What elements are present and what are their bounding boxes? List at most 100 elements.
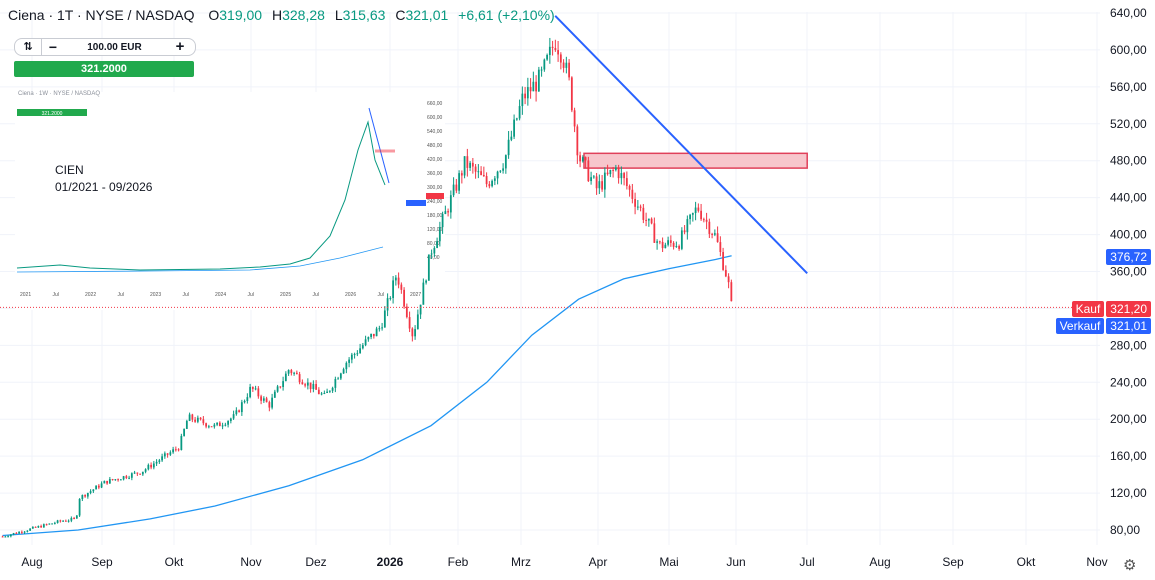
candle-body <box>172 449 174 453</box>
candle-body <box>403 289 405 307</box>
y-tick-label: 120,00 <box>1110 486 1147 500</box>
y-tick-label: 200,00 <box>1110 412 1147 426</box>
inset-y-tick: 120,00 <box>427 227 443 233</box>
inset-verkauf-tag <box>406 200 426 206</box>
candle-body <box>284 373 287 382</box>
candle-body <box>592 176 595 178</box>
candle-body <box>106 480 108 484</box>
candle-body <box>493 178 496 181</box>
candle-body <box>298 374 301 383</box>
y-tick-label: 80,00 <box>1110 523 1140 537</box>
candle-body <box>64 520 67 522</box>
candle-body <box>122 476 125 480</box>
open-value: 319,00 <box>219 7 263 23</box>
candle-body <box>438 227 441 242</box>
inset-x-tick: 2027 <box>410 292 421 298</box>
inset-y-tick: 300,00 <box>427 185 443 191</box>
candle-body <box>405 306 408 318</box>
candle-body <box>568 62 570 78</box>
candle-body <box>408 317 411 329</box>
candle-body <box>683 230 686 233</box>
candle-body <box>535 81 537 92</box>
candle-body <box>370 333 372 338</box>
inset-x-tick: 2024 <box>215 292 226 298</box>
candle-body <box>205 423 207 427</box>
high-label: H <box>271 7 283 23</box>
candle-body <box>642 207 645 220</box>
candle-body <box>166 453 169 455</box>
high-value: 328,28 <box>282 7 325 23</box>
candle-body <box>282 381 284 387</box>
amount-input[interactable]: 100.00 EUR <box>87 41 142 53</box>
symbol-title[interactable]: Ciena · 1T · NYSE / NASDAQ <box>8 7 195 23</box>
candle-body <box>447 211 449 213</box>
trade-amount-control: ⇅ − 100.00 EUR + <box>14 38 196 56</box>
candle-body <box>686 219 689 233</box>
price-axis[interactable]: 80,00120,00160,00200,00240,00280,00320,0… <box>1110 6 1147 537</box>
candle-body <box>265 398 268 403</box>
candle-body <box>158 460 161 462</box>
candle-body <box>130 473 133 478</box>
candle-body <box>562 62 565 68</box>
x-tick-label: Aug <box>21 555 42 569</box>
sma-line <box>2 255 732 537</box>
candle-body <box>559 54 562 63</box>
inset-y-tick: 540,00 <box>427 129 443 135</box>
candle-body <box>392 280 394 299</box>
inset-price-line <box>16 120 386 271</box>
candle-body <box>196 417 199 422</box>
candle-body <box>364 339 367 346</box>
resistance-zone <box>583 152 808 169</box>
candle-body <box>67 520 70 522</box>
candle-body <box>386 298 389 311</box>
decrease-amount-button[interactable]: − <box>48 39 58 55</box>
swap-arrows-icon[interactable]: ⇅ <box>15 39 42 55</box>
candle-body <box>23 531 26 533</box>
candle-body <box>375 328 378 337</box>
trade-price-button[interactable]: 321.2000 <box>14 61 194 77</box>
candle-body <box>191 414 194 420</box>
inset-x-tick: 2026 <box>345 292 356 298</box>
candle-body <box>606 172 609 175</box>
inset-y-tick: 420,00 <box>427 157 443 163</box>
candle-body <box>680 230 683 249</box>
candle-body <box>20 531 23 533</box>
increase-amount-button[interactable]: + <box>175 38 185 55</box>
candle-body <box>185 420 188 429</box>
candle-body <box>323 392 326 394</box>
candle-body <box>650 218 653 224</box>
inset-kauf-tag <box>426 193 444 199</box>
candle-body <box>97 485 100 488</box>
chart-header: Ciena · 1T · NYSE / NASDAQ O319,00 H328,… <box>8 7 561 23</box>
candle-body <box>188 414 191 421</box>
x-tick-label: 2026 <box>377 555 404 569</box>
inset-x-tick: Jul <box>53 292 59 298</box>
y-tick-label: 480,00 <box>1110 154 1147 168</box>
x-tick-label: Jun <box>726 555 745 569</box>
gear-icon[interactable]: ⚙ <box>1123 557 1137 574</box>
candle-body <box>634 198 636 207</box>
candle-body <box>304 384 306 386</box>
candle-body <box>174 449 177 451</box>
candle-body <box>356 353 359 355</box>
close-label: C <box>395 7 406 23</box>
time-axis[interactable]: Aug Sep Okt Nov Dez 2026 Feb Mrz Apr Mai Jun Jul Aug… <box>21 555 1107 569</box>
candle-body <box>702 219 705 221</box>
candle-body <box>678 246 680 249</box>
candle-body <box>103 480 106 484</box>
candle-body <box>727 276 730 283</box>
candle-body <box>202 419 205 424</box>
candle-body <box>675 246 678 248</box>
candle-body <box>614 167 617 171</box>
candle-body <box>551 46 554 49</box>
candle-body <box>546 54 548 60</box>
candle-body <box>73 517 75 519</box>
candle-body <box>163 453 166 457</box>
candle-body <box>719 242 722 253</box>
candle-body <box>317 389 320 395</box>
kauf-label: Kauf <box>1071 301 1105 317</box>
candle-body <box>705 219 708 222</box>
x-tick-label: Sep <box>91 555 113 569</box>
candle-body <box>287 370 290 374</box>
